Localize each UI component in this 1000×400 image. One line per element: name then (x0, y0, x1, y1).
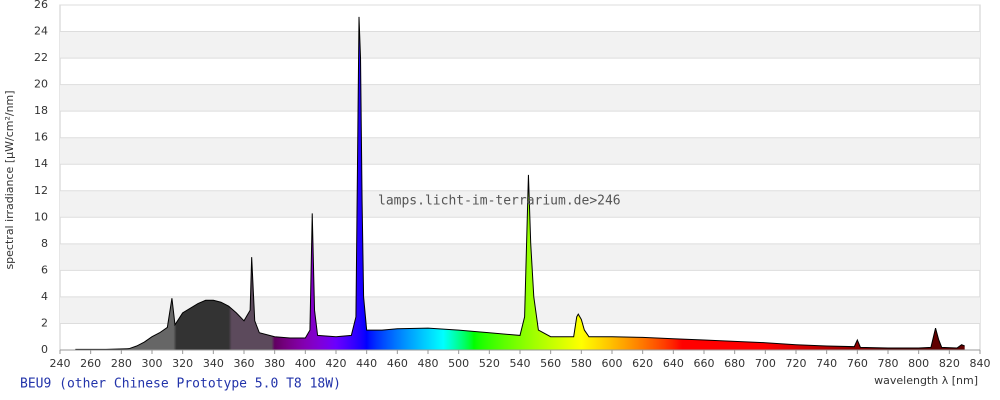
x-tick-label: 440 (356, 357, 377, 370)
x-tick-label: 380 (264, 357, 285, 370)
x-tick-label: 580 (571, 357, 592, 370)
grid-band (60, 190, 980, 218)
grid-band (60, 84, 980, 112)
y-tick-label: 20 (34, 78, 48, 91)
x-tick-label: 620 (632, 357, 653, 370)
y-tick-label: 4 (41, 290, 48, 303)
x-tick-label: 780 (878, 357, 899, 370)
x-tick-label: 340 (203, 357, 224, 370)
x-tick-label: 680 (724, 357, 745, 370)
y-tick-label: 26 (34, 0, 48, 11)
y-tick-label: 6 (41, 263, 48, 276)
x-tick-label: 600 (602, 357, 623, 370)
x-tick-label: 820 (939, 357, 960, 370)
plot-area (59, 4, 981, 351)
x-tick-label: 360 (234, 357, 255, 370)
x-tick-label: 420 (326, 357, 347, 370)
y-tick-label: 14 (34, 157, 48, 170)
x-tick-label: 240 (50, 357, 71, 370)
x-tick-label: 760 (847, 357, 868, 370)
x-tick-label: 460 (387, 357, 408, 370)
y-tick-label: 10 (34, 210, 48, 223)
y-tick-label: 2 (41, 316, 48, 329)
chart-title: BEU9 (other Chinese Prototype 5.0 T8 18W… (20, 377, 341, 392)
grid-band (60, 243, 980, 271)
x-tick-label: 520 (479, 357, 500, 370)
x-tick-label: 700 (755, 357, 776, 370)
x-tick-label: 660 (694, 357, 715, 370)
y-tick-label: 12 (34, 184, 48, 197)
x-tick-label: 280 (111, 357, 132, 370)
x-tick-label: 720 (786, 357, 807, 370)
y-tick-label: 18 (34, 104, 48, 117)
x-tick-label: 400 (295, 357, 316, 370)
x-tick-label: 800 (908, 357, 929, 370)
watermark: lamps.licht-im-terrarium.de>246 (378, 194, 621, 209)
x-tick-label: 540 (510, 357, 531, 370)
x-tick-label: 500 (448, 357, 469, 370)
x-tick-label: 560 (540, 357, 561, 370)
x-tick-label: 840 (970, 357, 991, 370)
y-tick-label: 8 (41, 237, 48, 250)
y-tick-label: 16 (34, 131, 48, 144)
y-tick-label: 0 (41, 343, 48, 356)
x-tick-label: 640 (663, 357, 684, 370)
y-tick-label: 24 (34, 25, 48, 38)
y-axis-label: spectral irradiance [µW/cm²/nm] (3, 90, 16, 269)
spectrum-line (75, 16, 965, 350)
grid-band (60, 137, 980, 165)
x-tick-label: 300 (142, 357, 163, 370)
x-axis-label: wavelength λ [nm] (874, 374, 978, 387)
x-tick-label: 480 (418, 357, 439, 370)
y-tick-label: 22 (34, 51, 48, 64)
x-tick-label: 260 (80, 357, 101, 370)
x-tick-label: 740 (816, 357, 837, 370)
x-tick-label: 320 (172, 357, 193, 370)
grid-band (60, 31, 980, 59)
